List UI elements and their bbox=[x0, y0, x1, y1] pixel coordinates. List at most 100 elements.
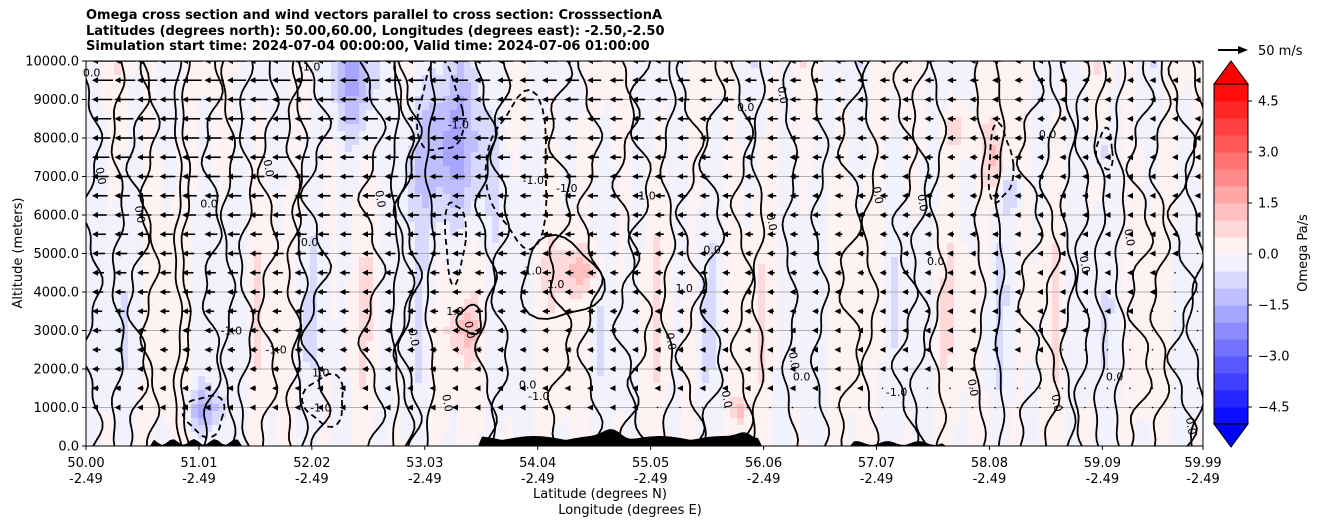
wind-vector bbox=[812, 61, 824, 64]
wind-vector bbox=[1172, 77, 1179, 84]
contour-line bbox=[489, 61, 512, 446]
wind-vector bbox=[1059, 96, 1067, 103]
contour-label: 0.0 bbox=[737, 101, 755, 114]
wind-vector bbox=[272, 77, 291, 84]
wind-vector bbox=[272, 366, 280, 372]
wind-vector bbox=[812, 173, 822, 180]
wind-vector bbox=[474, 192, 487, 199]
wind-vector bbox=[182, 115, 201, 122]
wind-vector bbox=[902, 308, 909, 315]
colorbar-extend-max bbox=[1213, 60, 1249, 85]
wind-vector bbox=[519, 96, 535, 103]
wind-vector bbox=[542, 327, 550, 334]
wind-vector bbox=[994, 368, 996, 370]
wind-vector bbox=[1082, 61, 1090, 64]
wind-vector bbox=[947, 192, 955, 199]
wind-vector bbox=[587, 61, 602, 64]
wind-vector bbox=[114, 192, 130, 199]
wind-vector bbox=[92, 327, 102, 334]
wind-vector bbox=[924, 96, 934, 103]
wind-vector bbox=[789, 212, 799, 218]
wind-vector bbox=[699, 327, 707, 334]
wind-vector bbox=[767, 346, 774, 353]
wind-vector bbox=[722, 96, 734, 103]
wind-vector bbox=[1104, 308, 1111, 315]
wind-vector bbox=[677, 154, 689, 161]
quiver-key-arrowhead bbox=[1238, 46, 1248, 54]
wind-vector bbox=[497, 77, 513, 84]
wind-vector bbox=[1127, 154, 1134, 161]
wind-vector bbox=[1172, 212, 1178, 218]
wind-vector bbox=[1127, 269, 1133, 276]
wind-vector bbox=[227, 250, 239, 257]
wind-vector bbox=[789, 269, 797, 276]
wind-vector bbox=[542, 366, 549, 372]
colorbar-level bbox=[1214, 288, 1248, 306]
wind-vector bbox=[1174, 387, 1176, 390]
x-tick-label-lat: 54.04 bbox=[519, 456, 556, 471]
wind-vector bbox=[1149, 61, 1157, 64]
wind-vector bbox=[632, 173, 644, 180]
wind-vector bbox=[362, 231, 374, 238]
colorbar-level bbox=[1214, 390, 1248, 408]
wind-vector bbox=[834, 250, 843, 257]
wind-vector bbox=[834, 61, 846, 64]
contour-line bbox=[698, 61, 727, 446]
wind-vector bbox=[609, 346, 617, 353]
wind-vector bbox=[1014, 308, 1021, 315]
wind-vector bbox=[924, 154, 933, 161]
wind-vector bbox=[879, 154, 889, 161]
wind-vector bbox=[519, 308, 528, 315]
colorbar-level bbox=[1214, 118, 1248, 136]
wind-vector bbox=[519, 154, 533, 161]
wind-vector bbox=[924, 115, 934, 122]
wind-vector bbox=[609, 154, 622, 161]
wind-vector bbox=[857, 96, 868, 103]
wind-vector bbox=[497, 154, 510, 161]
wind-vector bbox=[159, 385, 167, 392]
wind-vector bbox=[992, 327, 998, 334]
wind-vector bbox=[92, 115, 112, 122]
wind-vector bbox=[407, 289, 417, 295]
wind-vector bbox=[159, 346, 168, 353]
wind-vector bbox=[744, 212, 754, 218]
wind-vector bbox=[564, 212, 576, 218]
wind-vector bbox=[1059, 135, 1067, 141]
wind-vector bbox=[947, 135, 956, 141]
contour-label: 0.0 bbox=[1039, 128, 1057, 141]
wind-vector bbox=[1104, 77, 1112, 84]
contour-line bbox=[86, 77, 104, 446]
wind-vector bbox=[114, 366, 123, 372]
wind-vector bbox=[654, 115, 667, 122]
wind-vector bbox=[789, 308, 797, 315]
wind-vector bbox=[1037, 327, 1043, 334]
wind-vector bbox=[362, 135, 378, 141]
wind-vector bbox=[1174, 406, 1176, 409]
wind-vector bbox=[249, 269, 261, 276]
contour-line bbox=[973, 61, 987, 446]
contour-line bbox=[1166, 61, 1198, 446]
contour-label: 0.0 bbox=[406, 328, 422, 347]
wind-vector bbox=[249, 115, 267, 122]
wind-vector bbox=[317, 385, 324, 392]
wind-vector bbox=[1194, 173, 1201, 180]
wind-vector bbox=[272, 231, 285, 238]
wind-vector bbox=[317, 250, 329, 257]
wind-vector bbox=[834, 269, 842, 276]
wind-vector bbox=[407, 192, 420, 199]
wind-vector bbox=[992, 135, 1000, 141]
wind-vector bbox=[362, 308, 371, 315]
wind-vector bbox=[1151, 310, 1154, 313]
x-tick-label-lon: -2.49 bbox=[973, 472, 1007, 487]
y-tick-label: 0.0 bbox=[58, 440, 79, 455]
contour-line bbox=[1038, 61, 1062, 446]
wind-vector bbox=[679, 406, 681, 409]
contour-label: 0.0 bbox=[786, 351, 802, 370]
wind-vector bbox=[632, 289, 641, 295]
wind-vector bbox=[474, 404, 481, 411]
contour-line bbox=[809, 61, 831, 446]
wind-vector bbox=[699, 212, 709, 218]
wind-vector bbox=[519, 231, 530, 238]
wind-vector bbox=[994, 387, 996, 390]
wind-vector bbox=[857, 250, 865, 257]
